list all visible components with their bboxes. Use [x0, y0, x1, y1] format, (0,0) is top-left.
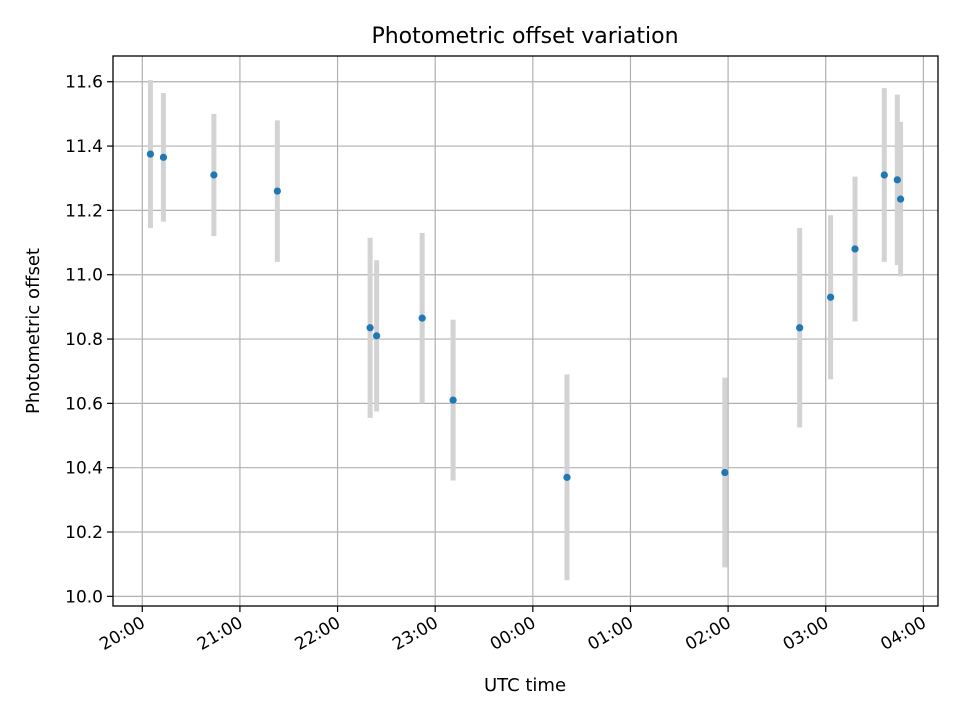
x-tick-label: 22:00 — [292, 613, 344, 655]
x-tick-label: 02:00 — [682, 613, 734, 655]
y-tick-label: 11.2 — [65, 201, 103, 221]
data-point — [273, 187, 281, 195]
data-point — [893, 176, 901, 184]
y-tick-label: 10.4 — [65, 459, 103, 479]
data-point — [449, 396, 457, 404]
data-point — [796, 324, 804, 332]
x-tick-label: 23:00 — [389, 613, 441, 655]
y-tick-label: 11.4 — [65, 137, 103, 157]
data-point — [366, 324, 374, 332]
x-axis-label: UTC time — [484, 675, 566, 696]
chart-title: Photometric offset variation — [371, 24, 678, 49]
data-point — [851, 245, 859, 253]
grid — [113, 56, 938, 606]
x-tick-label: 00:00 — [487, 613, 539, 655]
x-axis-ticks: 20:00 21:00 22:00 23:00 00:00 01:00 02:00 03:00… — [96, 606, 930, 655]
data-point — [880, 171, 888, 179]
data-point — [827, 293, 835, 301]
y-axis-ticks: 10.0 10.2 10.4 10.6 10.8 11.0 11.2 11.4 11.6 — [65, 73, 113, 607]
y-tick-label: 10.6 — [65, 394, 103, 414]
y-tick-label: 10.8 — [65, 330, 103, 350]
data-point — [373, 332, 381, 340]
data-point — [563, 473, 571, 481]
y-tick-label: 11.0 — [65, 266, 103, 286]
x-tick-label: 01:00 — [585, 613, 637, 655]
data-points — [146, 150, 905, 481]
data-point — [210, 171, 218, 179]
error-bars — [147, 80, 904, 581]
x-tick-label: 04:00 — [877, 613, 929, 655]
data-point — [146, 150, 155, 158]
x-tick-label: 21:00 — [194, 613, 246, 655]
x-tick-label: 03:00 — [780, 613, 832, 655]
data-point — [418, 314, 426, 322]
data-point — [159, 153, 168, 161]
y-axis-label: Photometric offset — [23, 248, 44, 414]
y-tick-label: 10.2 — [65, 523, 103, 543]
y-tick-label: 11.6 — [65, 73, 103, 93]
plot-frame — [112, 55, 939, 607]
data-point — [896, 195, 905, 203]
x-tick-label: 20:00 — [96, 613, 148, 655]
data-point — [721, 468, 729, 477]
y-tick-label: 10.0 — [65, 587, 103, 607]
